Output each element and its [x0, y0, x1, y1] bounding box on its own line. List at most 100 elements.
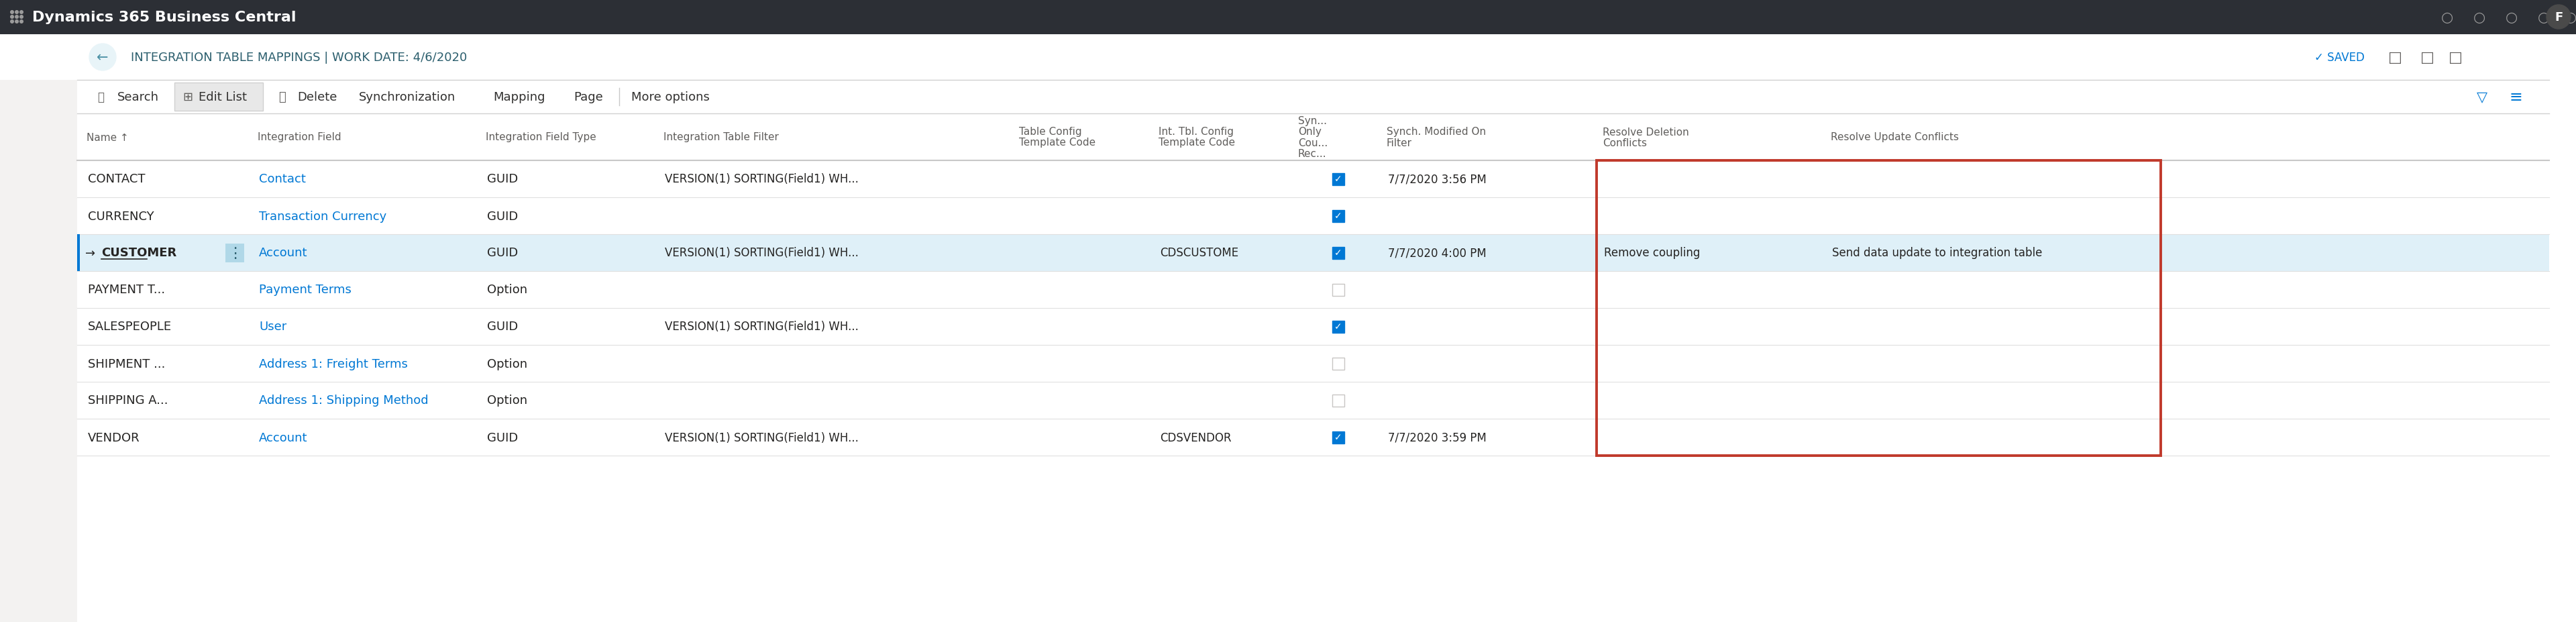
Text: ✓: ✓ [1334, 175, 1342, 184]
Text: Edit List: Edit List [198, 91, 247, 103]
Text: □: □ [2419, 51, 2434, 64]
Text: User: User [260, 321, 286, 333]
Bar [227, 244, 245, 262]
Text: VERSION(1) SORTING(Field1) WH...: VERSION(1) SORTING(Field1) WH... [665, 247, 858, 259]
Circle shape [2548, 6, 2571, 29]
Circle shape [15, 21, 18, 24]
Bar [1332, 358, 1345, 369]
Text: □: □ [2447, 51, 2463, 64]
Text: Option: Option [487, 284, 528, 296]
Bar [77, 234, 2550, 271]
Text: CDSVENDOR: CDSVENDOR [1159, 431, 1231, 443]
Text: Account: Account [260, 247, 307, 259]
Text: GUID: GUID [487, 321, 518, 333]
Text: GUID: GUID [487, 210, 518, 222]
Circle shape [21, 21, 23, 24]
Text: Conflicts: Conflicts [1602, 137, 1646, 148]
Bar [0, 80, 77, 622]
Text: Rec...: Rec... [1298, 149, 1327, 159]
Text: Template Code: Template Code [1159, 137, 1234, 148]
Text: ○: ○ [2566, 11, 2576, 24]
Bar [77, 80, 2550, 114]
Text: Search: Search [118, 91, 160, 103]
Bar [1332, 394, 1345, 407]
Text: Only: Only [1298, 127, 1321, 137]
Text: ⊞: ⊞ [183, 91, 193, 103]
Circle shape [15, 11, 18, 14]
Text: ←: ← [98, 51, 108, 64]
Text: VENDOR: VENDOR [88, 431, 139, 443]
Bar [0, 0, 2576, 35]
Text: Transaction Currency: Transaction Currency [260, 210, 386, 222]
Text: Remove coupling: Remove coupling [1605, 247, 1700, 259]
Circle shape [10, 11, 13, 14]
Text: ▽: ▽ [2476, 90, 2488, 104]
Text: Syn...: Syn... [1298, 116, 1327, 126]
Text: ✓: ✓ [1334, 211, 1342, 221]
Bar [1332, 321, 1345, 333]
Text: Contact: Contact [260, 174, 307, 185]
Text: ○: ○ [2537, 11, 2550, 24]
Text: SALESPEOPLE: SALESPEOPLE [88, 321, 173, 333]
Text: GUID: GUID [487, 174, 518, 185]
Text: Resolve Deletion: Resolve Deletion [1602, 127, 1690, 137]
Circle shape [21, 11, 23, 14]
Bar [1332, 247, 1345, 259]
Text: More options: More options [631, 91, 708, 103]
Text: 7/7/2020 3:59 PM: 7/7/2020 3:59 PM [1388, 431, 1486, 443]
Text: ≡: ≡ [2509, 89, 2522, 105]
Text: ✓: ✓ [1334, 248, 1342, 258]
Text: ○: ○ [2473, 11, 2486, 24]
Text: ✓: ✓ [1334, 433, 1342, 442]
Bar [1597, 161, 2161, 456]
Text: Int. Tbl. Config: Int. Tbl. Config [1159, 127, 1234, 137]
Text: Option: Option [487, 394, 528, 407]
Bar [1332, 210, 1345, 222]
Text: Integration Field: Integration Field [258, 132, 340, 142]
Text: CURRENCY: CURRENCY [88, 210, 155, 222]
Bar [175, 83, 263, 111]
Bar [1332, 284, 1345, 296]
Circle shape [90, 44, 116, 71]
Text: VERSION(1) SORTING(Field1) WH...: VERSION(1) SORTING(Field1) WH... [665, 431, 858, 443]
Text: Mapping: Mapping [492, 91, 546, 103]
Text: Resolve Update Conflicts: Resolve Update Conflicts [1832, 132, 1958, 142]
Text: Integration Field Type: Integration Field Type [487, 132, 595, 142]
Bar [1332, 431, 1345, 443]
Text: □: □ [2388, 51, 2401, 64]
Text: Delete: Delete [296, 91, 337, 103]
Text: Template Code: Template Code [1020, 137, 1095, 148]
Text: Cou...: Cou... [1298, 137, 1327, 148]
Text: INTEGRATION TABLE MAPPINGS | WORK DATE: 4/6/2020: INTEGRATION TABLE MAPPINGS | WORK DATE: … [131, 52, 466, 63]
Text: ○: ○ [2506, 11, 2517, 24]
Text: 7/7/2020 3:56 PM: 7/7/2020 3:56 PM [1388, 174, 1486, 185]
Text: Address 1: Shipping Method: Address 1: Shipping Method [260, 394, 428, 407]
Bar [77, 35, 2550, 80]
Bar [77, 80, 2550, 622]
Text: ⋮: ⋮ [227, 246, 242, 260]
Text: Send data update to integration table: Send data update to integration table [1832, 247, 2043, 259]
Circle shape [10, 21, 13, 24]
Text: GUID: GUID [487, 247, 518, 259]
Bar [77, 114, 2550, 161]
Text: Address 1: Freight Terms: Address 1: Freight Terms [260, 358, 407, 369]
Text: SHIPMENT ...: SHIPMENT ... [88, 358, 165, 369]
Bar [77, 234, 80, 271]
Text: ○: ○ [2442, 11, 2452, 24]
Circle shape [15, 16, 18, 19]
Text: Account: Account [260, 431, 307, 443]
Text: Page: Page [574, 91, 603, 103]
Text: Payment Terms: Payment Terms [260, 284, 350, 296]
Circle shape [21, 16, 23, 19]
Text: SHIPPING A...: SHIPPING A... [88, 394, 167, 407]
Text: ✓: ✓ [1334, 322, 1342, 332]
Text: CONTACT: CONTACT [88, 174, 144, 185]
Text: GUID: GUID [487, 431, 518, 443]
Text: 7/7/2020 4:00 PM: 7/7/2020 4:00 PM [1388, 247, 1486, 259]
Text: F: F [2555, 11, 2563, 24]
Circle shape [10, 16, 13, 19]
Text: 🗑: 🗑 [278, 91, 286, 103]
Text: ✓ SAVED: ✓ SAVED [2313, 52, 2365, 63]
Bar [1332, 174, 1345, 185]
Text: Integration Table Filter: Integration Table Filter [665, 132, 778, 142]
